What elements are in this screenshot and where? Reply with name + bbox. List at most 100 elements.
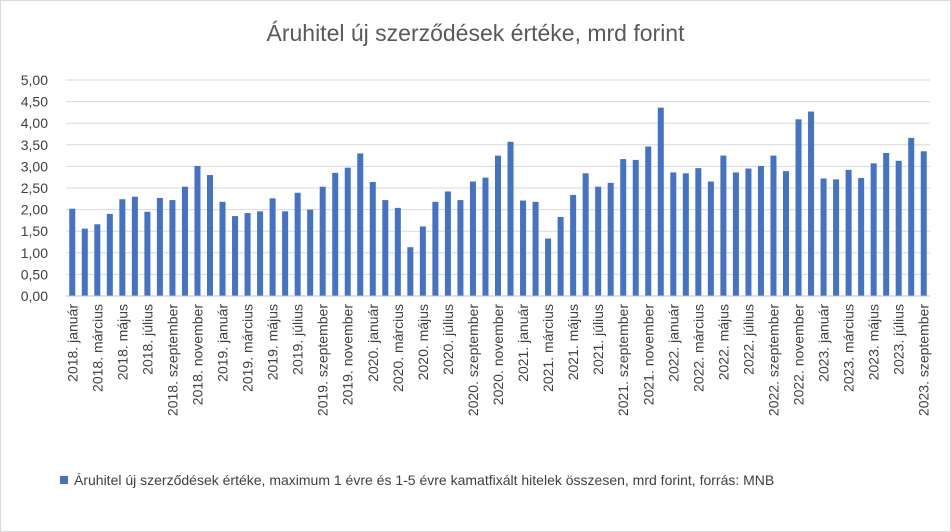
x-tick-label: 2018. november — [189, 304, 205, 406]
x-tick-label: 2018. március — [89, 304, 105, 392]
bar — [156, 197, 163, 296]
bar — [332, 172, 339, 296]
bar — [469, 181, 476, 296]
bar — [557, 216, 564, 296]
bar — [670, 172, 677, 296]
y-tick-label: 3,50 — [21, 137, 48, 153]
bar — [394, 207, 401, 296]
x-tick-label: 2022. január — [665, 304, 681, 382]
bar — [870, 163, 877, 296]
y-tick-label: 1,50 — [21, 223, 48, 239]
x-tick-label: 2021. november — [640, 304, 656, 406]
x-tick-label: 2020. január — [365, 304, 381, 382]
x-tick-label: 2020. november — [490, 304, 506, 406]
bar — [194, 165, 201, 296]
bar — [382, 200, 389, 296]
bar — [94, 224, 101, 296]
bar — [357, 153, 364, 296]
y-tick-label: 0,50 — [21, 266, 48, 282]
bar — [257, 211, 264, 296]
y-tick-label: 2,50 — [21, 180, 48, 196]
bar — [657, 107, 664, 296]
x-tick-label: 2022. szeptember — [765, 304, 781, 416]
bar — [682, 173, 689, 296]
bar — [344, 167, 351, 296]
bar — [119, 199, 126, 296]
x-tick-label: 2019. március — [240, 304, 256, 392]
x-tick-label: 2023. szeptember — [916, 304, 932, 416]
x-tick-label: 2020. szeptember — [465, 304, 481, 416]
x-tick-label: 2019. szeptember — [315, 304, 331, 416]
x-tick-label: 2019. január — [215, 304, 231, 382]
y-tick-label: 4,50 — [21, 94, 48, 110]
bar — [319, 186, 326, 296]
bar — [858, 178, 865, 296]
x-tick-label: 2022. november — [791, 304, 807, 406]
bar — [294, 192, 301, 296]
x-axis-ticks: 2018. január 2018. március 2018. május 2018… — [64, 304, 931, 416]
bar — [419, 226, 426, 296]
x-tick-label: 2023. január — [816, 304, 832, 382]
x-tick-label: 2021. március — [540, 304, 556, 392]
x-tick-label: 2021. május — [565, 304, 581, 380]
x-tick-label: 2018. szeptember — [164, 304, 180, 416]
bar — [883, 153, 890, 296]
bar — [532, 201, 539, 296]
bar — [144, 211, 151, 296]
bar-series — [69, 107, 927, 296]
bar — [307, 209, 314, 296]
bar — [620, 159, 627, 296]
bar — [757, 165, 764, 296]
x-tick-label: 2020. július — [440, 304, 456, 375]
bar — [457, 200, 464, 296]
x-tick-label: 2020. március — [390, 304, 406, 392]
bar — [845, 169, 852, 296]
bar — [795, 119, 802, 296]
bar — [507, 141, 514, 296]
bar — [545, 238, 552, 296]
bar — [607, 182, 614, 296]
x-tick-label: 2022. május — [715, 304, 731, 380]
bar — [169, 200, 176, 296]
x-tick-label: 2021. január — [515, 304, 531, 382]
y-tick-label: 0,00 — [21, 288, 48, 304]
y-tick-label: 1,00 — [21, 245, 48, 261]
bar — [369, 181, 376, 296]
legend-swatch — [60, 476, 68, 484]
bar — [695, 168, 702, 296]
legend: Áruhitel új szerződések értéke, maximum … — [60, 470, 920, 490]
x-tick-label: 2018. május — [114, 304, 130, 380]
x-tick-label: 2019. november — [340, 304, 356, 406]
bar — [131, 196, 138, 296]
bar — [520, 200, 527, 296]
bar — [444, 191, 451, 296]
bar — [632, 159, 639, 296]
bar — [482, 177, 489, 296]
bar — [407, 247, 414, 296]
x-tick-label: 2019. május — [265, 304, 281, 380]
bar — [920, 151, 927, 296]
bar — [770, 155, 777, 296]
x-tick-label: 2023. július — [891, 304, 907, 375]
bar — [732, 172, 739, 296]
x-tick-label: 2022. március — [690, 304, 706, 392]
bar — [244, 213, 251, 296]
bar — [494, 155, 502, 296]
x-tick-label: 2023. március — [841, 304, 857, 392]
bar — [595, 186, 602, 296]
y-tick-label: 2,00 — [21, 202, 48, 218]
bar — [707, 181, 714, 296]
bar — [782, 171, 790, 296]
bar — [432, 201, 439, 296]
bar — [106, 213, 113, 296]
bar — [219, 201, 226, 296]
x-tick-label: 2022. július — [740, 304, 756, 375]
bar — [570, 194, 577, 296]
bar — [81, 228, 88, 296]
bar — [808, 111, 815, 296]
x-tick-label: 2021. július — [590, 304, 606, 375]
x-tick-label: 2018. július — [139, 304, 155, 375]
chart-title: Áruhitel új szerződések értéke, mrd fori… — [266, 20, 685, 46]
y-tick-label: 5,00 — [21, 72, 48, 88]
